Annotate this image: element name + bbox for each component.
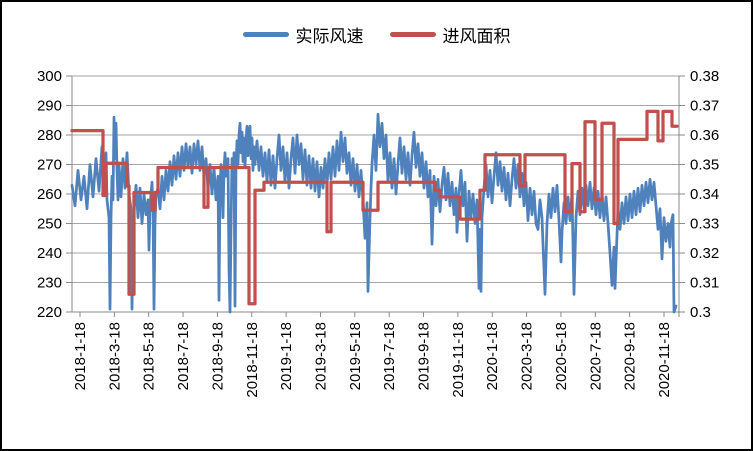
left-axis-tick-label: 230 bbox=[37, 275, 62, 292]
right-axis-tick-label: 0.37 bbox=[690, 98, 719, 115]
chart-legend: 实际风速 进风面积 bbox=[2, 20, 751, 48]
right-axis-tick-label: 0.32 bbox=[690, 245, 719, 262]
left-axis-tick-label: 280 bbox=[37, 127, 62, 144]
x-axis-tick-label: 2018-7-18 bbox=[175, 322, 192, 390]
x-axis-tick-label: 2019-7-18 bbox=[381, 322, 398, 390]
inlet-air-area-line bbox=[70, 109, 679, 306]
left-axis-tick-label: 270 bbox=[37, 157, 62, 174]
left-axis-tick-label: 260 bbox=[37, 186, 62, 203]
x-axis-tick-label: 2018-5-18 bbox=[141, 322, 158, 390]
wind-speed-legend-swatch-icon bbox=[242, 31, 289, 37]
left-axis-tick-label: 240 bbox=[37, 245, 62, 262]
x-axis-tick-label: 2019-11-18 bbox=[450, 322, 467, 398]
x-axis-tick-label: 2018-11-18 bbox=[244, 322, 261, 398]
legend-item-wind-speed[interactable]: 实际风速 bbox=[242, 22, 364, 47]
inlet-area-legend-swatch-icon bbox=[389, 31, 436, 37]
x-axis-tick-label: 2018-3-18 bbox=[106, 322, 123, 390]
x-axis-tick-label: 2019-9-18 bbox=[416, 322, 433, 390]
x-axis-tick-label: 2019-3-18 bbox=[312, 322, 329, 390]
inlet-area-legend-label: 进风面积 bbox=[442, 26, 511, 46]
x-axis-tick-label: 2020-9-18 bbox=[622, 322, 639, 390]
legend-item-inlet-area[interactable]: 进风面积 bbox=[389, 22, 511, 47]
x-axis-tick-label: 2019-5-18 bbox=[347, 322, 364, 390]
x-axis-tick-label: 2020-5-18 bbox=[553, 322, 570, 390]
x-axis-tick-label: 2020-3-18 bbox=[519, 322, 536, 390]
left-axis-tick-label: 220 bbox=[37, 304, 62, 321]
x-axis-labels: 2018-1-18 2018-3-18 2018-5-18 2018-7-18 2018… bbox=[72, 312, 680, 398]
x-axis-tick-label: 2020-1-18 bbox=[484, 322, 501, 390]
left-axis-tick-label: 290 bbox=[37, 98, 62, 115]
x-axis-tick-label: 2018-1-18 bbox=[72, 322, 89, 390]
right-axis-tick-label: 0.36 bbox=[690, 127, 719, 144]
x-axis-tick-label: 2018-9-18 bbox=[209, 322, 226, 390]
x-axis-tick-label: 2019-1-18 bbox=[278, 322, 295, 390]
right-axis-tick-label: 0.34 bbox=[690, 186, 719, 203]
right-axis-tick-label: 0.38 bbox=[690, 68, 719, 85]
x-axis-tick-label: 2020-7-18 bbox=[587, 322, 604, 390]
right-axis-tick-label: 0.35 bbox=[690, 157, 719, 174]
left-axis-tick-label: 300 bbox=[37, 68, 62, 85]
right-axis-tick-label: 0.33 bbox=[690, 216, 719, 233]
wind-speed-legend-label: 实际风速 bbox=[295, 26, 364, 46]
right-axis-tick-label: 0.3 bbox=[690, 304, 711, 321]
left-axis-tick-label: 250 bbox=[37, 216, 62, 233]
axis-labels: 300 0.38 290 0.37 280 0.36 270 0.35 260 0.34 250 0.… bbox=[37, 68, 719, 321]
x-axis-tick-label: 2020-11-18 bbox=[656, 322, 673, 398]
right-axis-tick-label: 0.31 bbox=[690, 275, 719, 292]
